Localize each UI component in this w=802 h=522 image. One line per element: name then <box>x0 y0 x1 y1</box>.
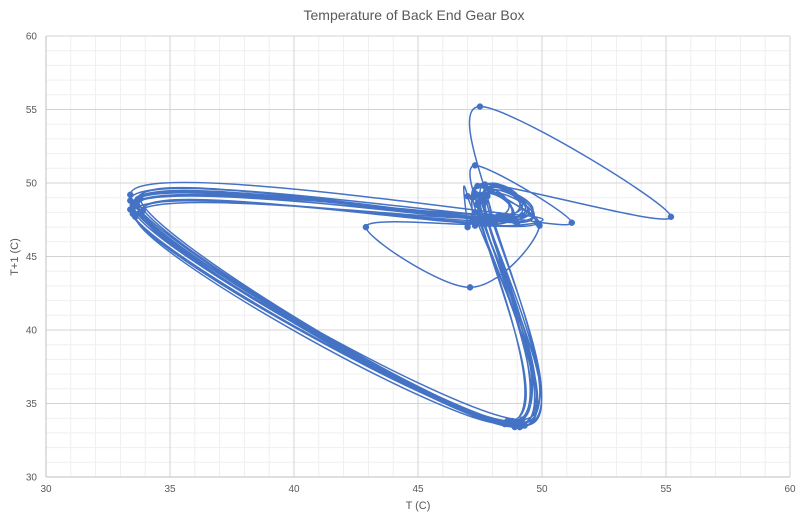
data-point <box>136 209 144 216</box>
data-point <box>479 197 486 204</box>
data-point <box>466 284 474 291</box>
data-point <box>474 201 481 209</box>
x-tick-label: 30 <box>40 484 52 495</box>
x-axis-title: T (C) <box>406 500 431 512</box>
chart-title: Temperature of Back End Gear Box <box>304 7 525 23</box>
data-point <box>464 220 471 228</box>
x-tick-label: 35 <box>164 484 176 495</box>
data-point <box>471 192 479 200</box>
data-point <box>481 181 489 188</box>
data-point <box>667 213 675 221</box>
data-point <box>499 216 506 223</box>
data-point <box>476 103 484 110</box>
y-tick-label: 60 <box>26 32 38 43</box>
y-tick-label: 40 <box>26 326 38 337</box>
data-point <box>484 219 491 226</box>
y-tick-label: 30 <box>26 473 38 484</box>
series-line <box>129 105 672 428</box>
y-tick-label: 45 <box>26 252 38 263</box>
data-point <box>518 416 526 423</box>
data-point <box>516 423 523 431</box>
data-point <box>471 162 479 169</box>
axes <box>45 36 790 478</box>
x-tick-label: 40 <box>288 484 300 495</box>
y-tick-label: 50 <box>26 179 38 190</box>
data-point <box>127 191 134 199</box>
data-point <box>508 213 516 221</box>
y-tick-labels: 30 35 40 45 50 55 60 <box>26 32 38 484</box>
data-point <box>568 219 576 226</box>
data-point <box>471 209 479 216</box>
x-tick-labels: 30 35 40 45 50 55 60 <box>40 484 796 495</box>
y-tick-label: 55 <box>26 105 38 116</box>
data-point <box>471 222 479 229</box>
data-point <box>533 219 541 226</box>
x-tick-label: 55 <box>660 484 672 495</box>
x-tick-label: 60 <box>784 484 796 495</box>
x-tick-label: 45 <box>412 484 424 495</box>
data-point <box>508 417 516 425</box>
x-tick-label: 50 <box>536 484 548 495</box>
data-point <box>362 223 370 231</box>
data-point <box>474 182 481 190</box>
data-point <box>513 219 521 226</box>
data-point <box>136 194 144 201</box>
data-point <box>501 420 509 428</box>
data-point <box>484 192 491 200</box>
y-axis-title: T+1 (C) <box>9 238 21 276</box>
data-point <box>134 203 142 210</box>
data-point <box>127 197 134 204</box>
y-tick-label: 35 <box>26 399 38 410</box>
data-point <box>518 212 526 219</box>
data-point <box>132 213 139 221</box>
data-point <box>489 216 496 223</box>
series-layer <box>127 103 675 431</box>
major-gridlines <box>45 35 791 478</box>
